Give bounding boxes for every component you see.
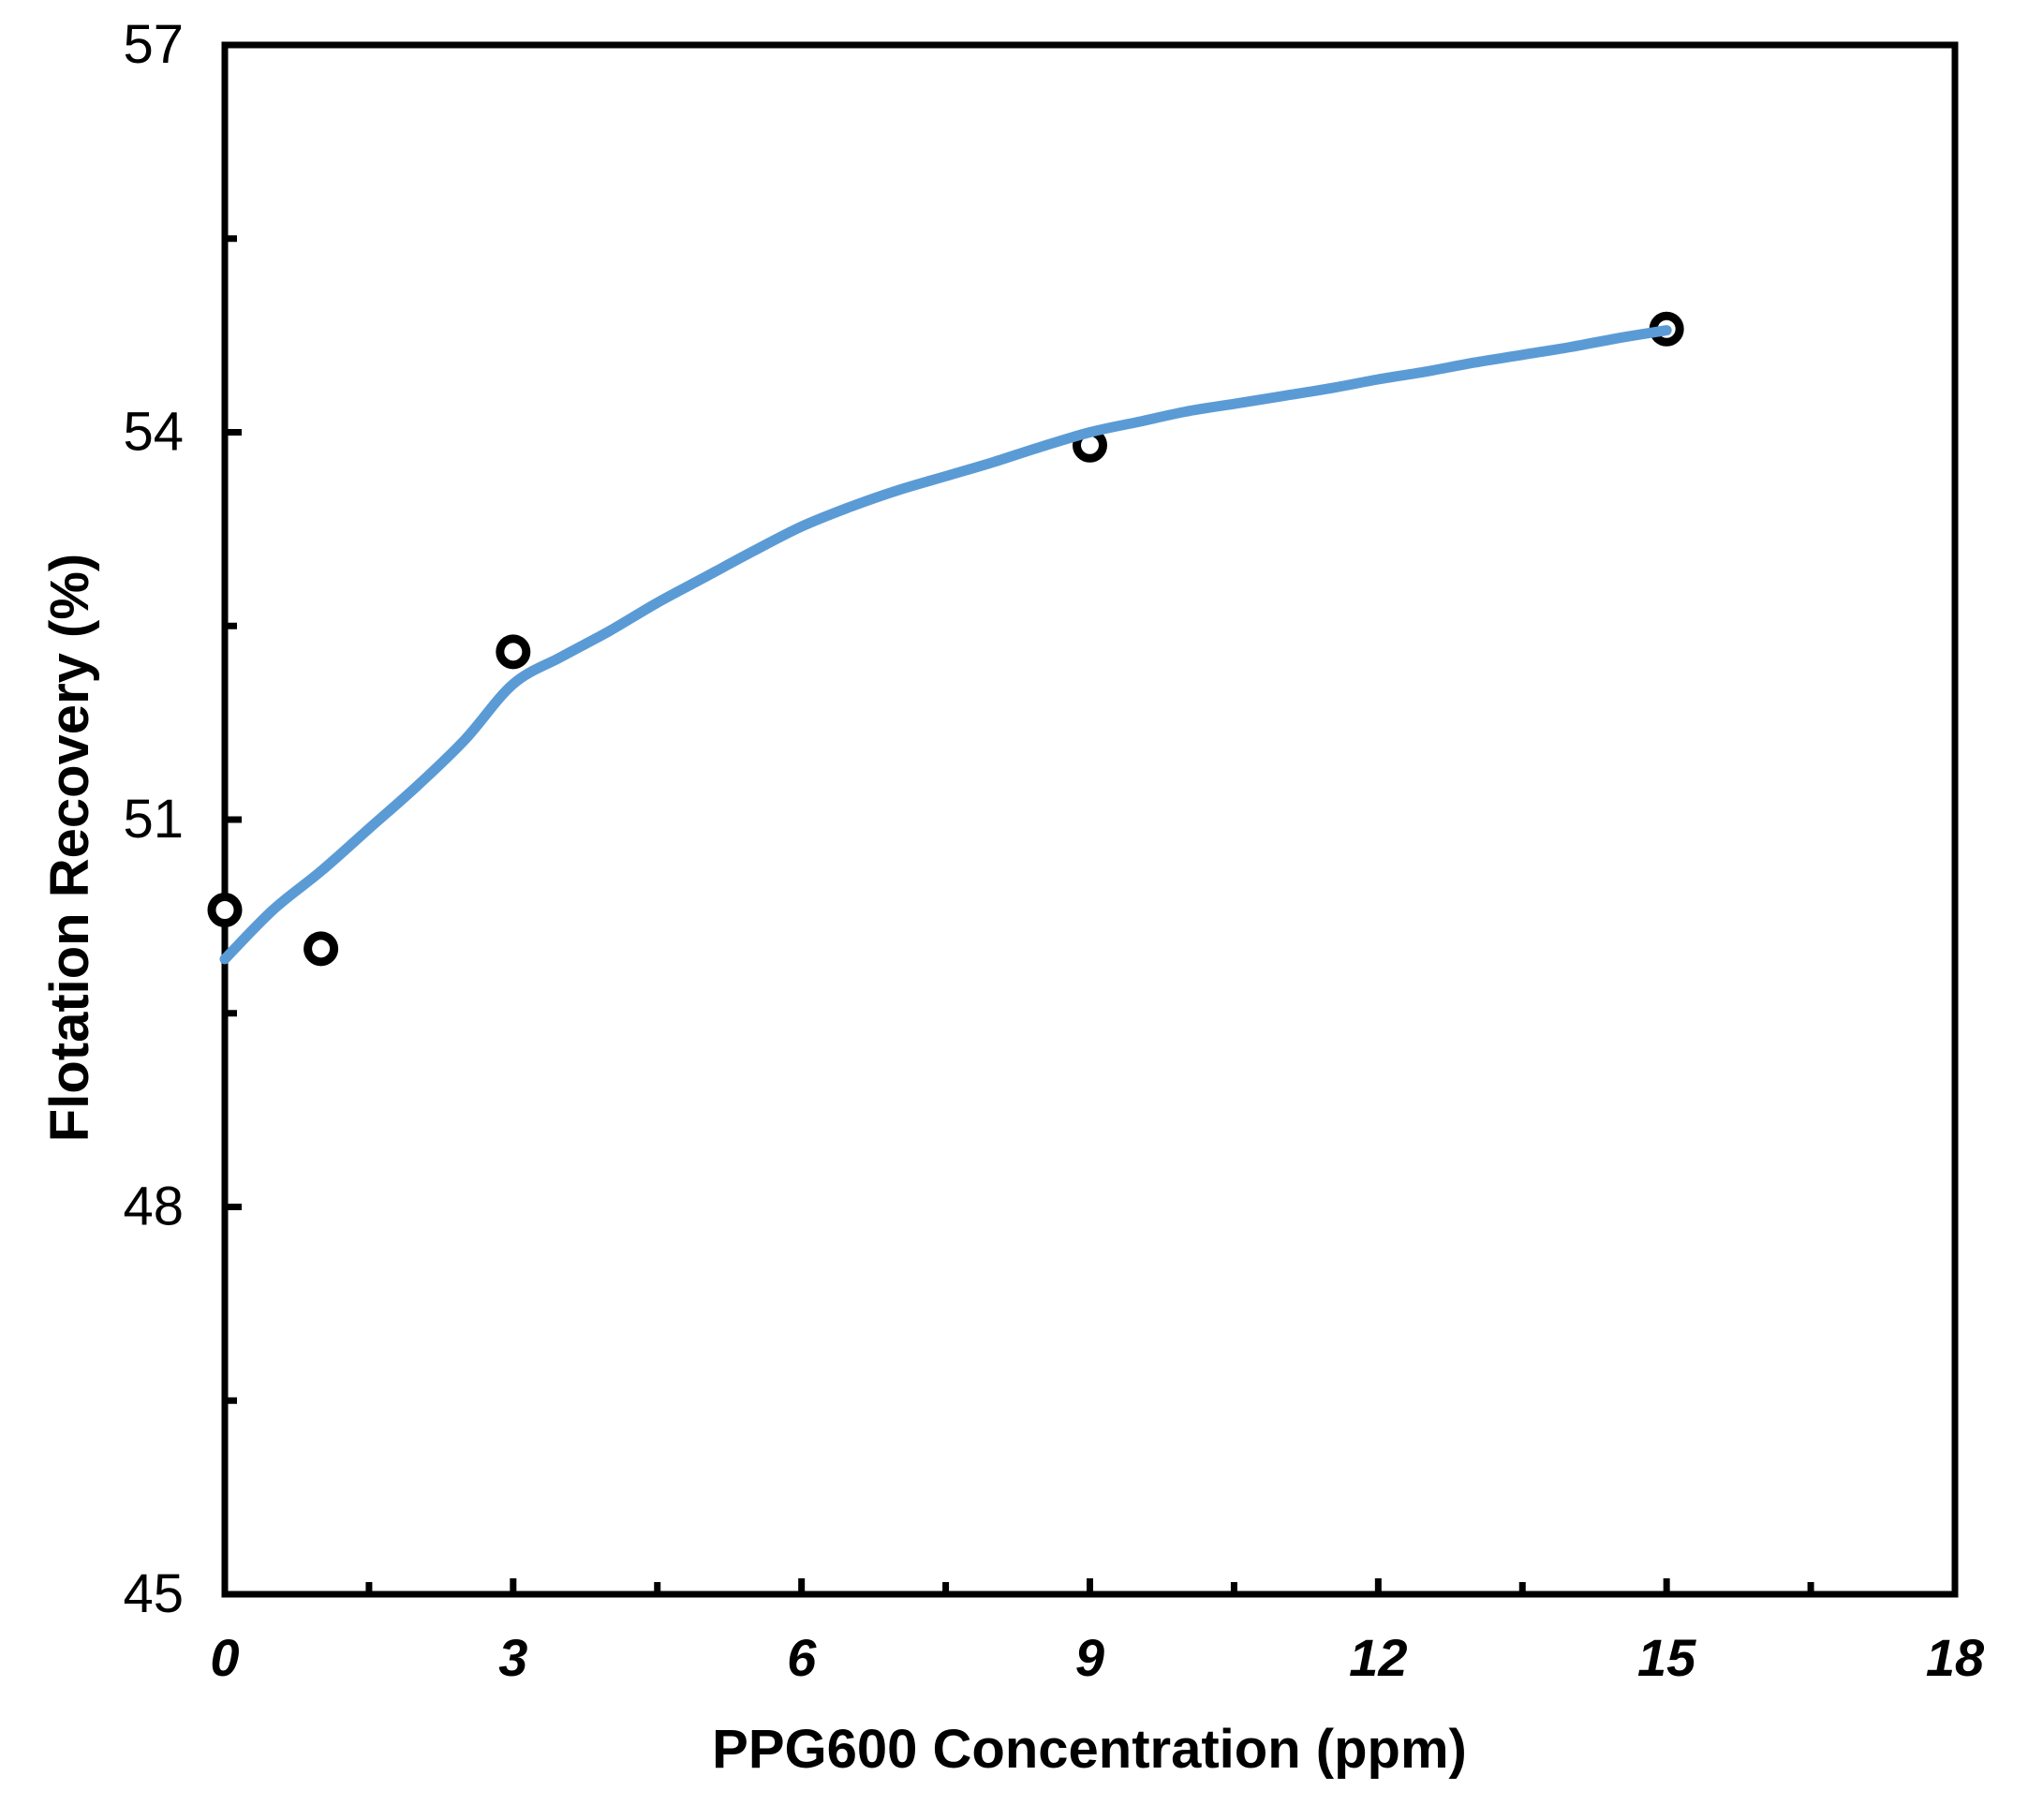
y-tick-label: 45 (123, 1563, 184, 1624)
y-tick-label: 48 (123, 1176, 184, 1237)
plot-border (221, 41, 1959, 1598)
y-axis-title: Flotation Recovery (%) (39, 554, 100, 1142)
y-tick-label: 57 (123, 14, 184, 75)
x-tick-label: 3 (498, 1628, 527, 1687)
data-point-marker (303, 931, 339, 967)
x-tick-label: 9 (1075, 1628, 1104, 1687)
data-point-marker (496, 634, 531, 670)
x-tick-label: 0 (210, 1628, 239, 1687)
fit-curve-line (219, 325, 1672, 965)
x-axis-title: PPG600 Concentration (ppm) (712, 1719, 1467, 1780)
x-tick-label: 15 (1637, 1628, 1696, 1687)
x-tick-label: 6 (787, 1628, 817, 1687)
y-tick-label: 54 (123, 402, 184, 463)
x-tick-label: 18 (1926, 1628, 1985, 1687)
y-tick-label: 51 (123, 789, 184, 850)
x-tick-label: 12 (1349, 1628, 1407, 1687)
data-point-marker (207, 892, 243, 927)
